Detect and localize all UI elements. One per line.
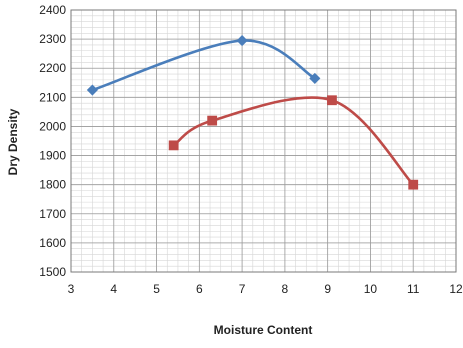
- series-1-diamond-marker: [86, 84, 98, 96]
- x-tick-label: 8: [282, 282, 289, 296]
- series-2-line: [172, 96, 415, 186]
- y-tick-label: 1900: [39, 149, 66, 163]
- y-tick-label: 2100: [39, 90, 66, 104]
- y-tick-label: 1600: [39, 236, 66, 250]
- x-tick-label: 9: [324, 282, 331, 296]
- series-2-square-marker: [327, 95, 337, 106]
- plot-frame: [70, 9, 457, 273]
- y-tick-label: 2200: [39, 61, 66, 75]
- x-tick-label: 11: [407, 282, 420, 296]
- series-markers: [86, 35, 419, 190]
- y-tick-label: 1500: [39, 265, 66, 279]
- y-tick-label: 2400: [39, 3, 66, 17]
- plot-area-border: [70, 9, 457, 273]
- series-2-square-marker: [168, 140, 179, 151]
- x-axis-tick-labels: 3 4 5 6 7 8 9 10 11 12: [68, 282, 463, 296]
- series-2-square-marker: [408, 179, 419, 190]
- x-tick-label: 10: [364, 282, 378, 296]
- series-1-diamond-marker: [309, 72, 321, 84]
- y-tick-label: 2300: [39, 32, 66, 46]
- x-axis-title: Moisture Content: [214, 323, 313, 337]
- y-axis-title: Dry Density: [6, 108, 20, 175]
- x-tick-label: 7: [239, 282, 246, 296]
- x-tick-label: 3: [68, 282, 75, 296]
- series-2-square-marker: [207, 115, 218, 126]
- x-tick-label: 5: [153, 282, 160, 296]
- y-tick-label: 1800: [39, 178, 66, 192]
- x-tick-label: 6: [196, 282, 203, 296]
- y-tick-label: 1700: [39, 207, 66, 221]
- y-tick-label: 2000: [39, 119, 66, 133]
- y-axis-tick-labels: 1500 1600 1700 1800 1900 2000 2100 2200 2300 2400: [39, 3, 66, 279]
- x-tick-label: 4: [110, 282, 117, 296]
- series-1-diamond-marker: [236, 35, 248, 47]
- x-tick-label: 12: [449, 282, 463, 296]
